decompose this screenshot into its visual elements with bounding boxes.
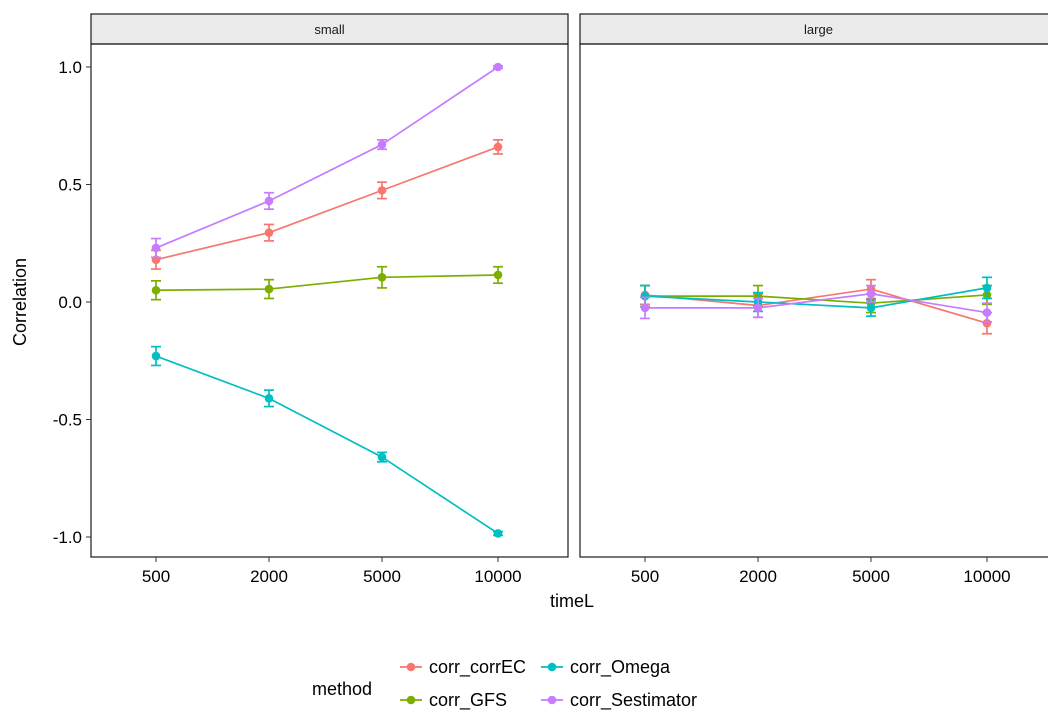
- series-line: [155, 146, 499, 261]
- y-tick-label: -0.5: [53, 411, 82, 430]
- data-point: [640, 303, 650, 313]
- x-tick-label: 500: [142, 567, 170, 586]
- y-axis-title: Correlation: [10, 258, 30, 346]
- series-line: [155, 274, 499, 292]
- x-axis-title: timeL: [550, 591, 594, 611]
- legend-label: corr_Omega: [570, 657, 671, 678]
- panel-border: [90, 43, 569, 558]
- series-corr_Sestimator: [640, 284, 992, 323]
- data-point: [493, 270, 503, 280]
- data-point: [264, 394, 274, 403]
- strip-label: small: [314, 22, 344, 37]
- y-axis: 1.0 0.5 0.0 -0.5 -1.0: [53, 58, 91, 547]
- series-corr_Sestimator: [151, 62, 503, 259]
- y-tick-label: 0.0: [58, 293, 82, 312]
- facet-panel-small: small 500 2000 5000 10000: [90, 13, 569, 586]
- data-point: [753, 303, 763, 313]
- series-line: [155, 355, 499, 535]
- data-point: [866, 303, 876, 313]
- data-point: [377, 273, 387, 282]
- series-line: [644, 288, 988, 324]
- series-line: [644, 287, 988, 309]
- series-line: [645, 294, 988, 305]
- legend-item-corr_Omega: corr_Omega: [541, 657, 671, 678]
- y-tick-label: 0.5: [58, 176, 82, 195]
- legend-key-point: [406, 695, 416, 705]
- y-tick-label: 1.0: [58, 58, 82, 77]
- legend-key-point: [547, 662, 557, 672]
- legend-label: corr_Sestimator: [570, 690, 697, 711]
- y-tick-label: -1.0: [53, 528, 82, 547]
- data-point: [264, 228, 274, 237]
- data-point: [640, 291, 650, 301]
- strip-label: large: [804, 22, 833, 37]
- series-corr_corrEC: [151, 139, 503, 270]
- data-point: [377, 140, 387, 149]
- data-point: [151, 243, 161, 253]
- data-point: [377, 452, 387, 462]
- legend-label: corr_GFS: [429, 690, 507, 711]
- legend-item-corr_corrEC: corr_corrEC: [400, 657, 526, 678]
- data-point: [493, 142, 503, 152]
- data-point: [982, 308, 992, 317]
- series-corr_GFS: [151, 265, 503, 301]
- series-line: [155, 66, 499, 249]
- legend-title: method: [312, 679, 372, 699]
- data-point: [151, 351, 161, 361]
- data-point: [264, 284, 274, 294]
- legend-item-corr_Sestimator: corr_Sestimator: [541, 690, 697, 711]
- panel-border: [579, 43, 1048, 558]
- x-tick-label: 5000: [363, 567, 401, 586]
- legend-item-corr_GFS: corr_GFS: [400, 690, 507, 711]
- series-corr_corrEC: [640, 278, 992, 335]
- x-tick-label: 5000: [852, 567, 890, 586]
- facet-panel-large: large 500 2000 5000 10000: [579, 13, 1048, 586]
- series-corr_Omega: [151, 345, 503, 538]
- data-point: [151, 285, 161, 295]
- legend-label: corr_corrEC: [429, 657, 526, 678]
- legend-key-point: [406, 662, 416, 672]
- series-corr_Omega: [640, 276, 992, 317]
- data-point: [982, 318, 992, 328]
- x-tick-label: 2000: [250, 567, 288, 586]
- data-point: [377, 186, 387, 195]
- legend: method corr_corrEC corr_GFS corr_Omega corr_…: [312, 657, 697, 711]
- strip-background: [579, 13, 1048, 45]
- x-tick-label: 10000: [474, 567, 521, 586]
- legend-key-point: [547, 695, 557, 705]
- x-tick-label: 10000: [963, 567, 1010, 586]
- data-point: [866, 289, 876, 299]
- data-point: [493, 529, 503, 538]
- facet-panels: small 500 2000 5000 10000 large 500 2000 5000 100…: [90, 13, 1048, 586]
- data-point: [982, 283, 992, 293]
- x-tick-label: 2000: [739, 567, 777, 586]
- strip-background: [90, 13, 569, 45]
- series-line: [645, 292, 988, 314]
- data-point: [264, 196, 274, 206]
- x-tick-label: 500: [631, 567, 659, 586]
- data-point: [493, 62, 503, 72]
